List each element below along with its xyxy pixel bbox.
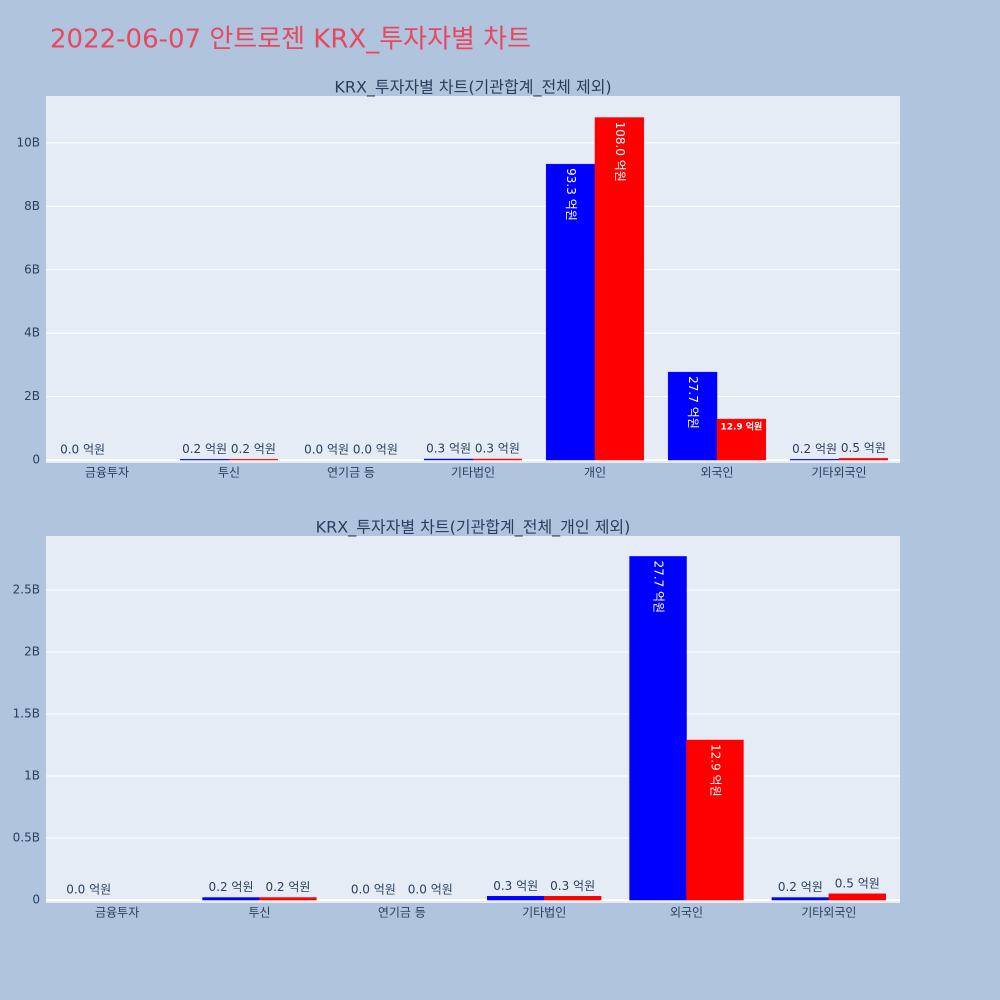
- bar: [543, 896, 602, 901]
- x-tick-label: 투신: [248, 906, 270, 920]
- value-label: 0.3 억원: [493, 879, 538, 893]
- y-tick-label: 2B: [24, 644, 40, 658]
- value-label: 12.9 억원: [708, 744, 722, 797]
- bar: [202, 897, 260, 901]
- value-label: 108.0 억원: [613, 122, 627, 182]
- y-tick-label: 2B: [24, 389, 40, 403]
- value-label: 0.2 억원: [231, 442, 276, 456]
- bar: [838, 458, 889, 461]
- y-tick-label: 1.5B: [13, 706, 40, 720]
- bar: [486, 896, 545, 901]
- bar: [594, 117, 645, 461]
- x-tick-label: 개인: [584, 466, 606, 480]
- x-tick-label: 기타법인: [451, 466, 495, 480]
- value-label: 27.7 억원: [652, 560, 666, 613]
- value-label: 0.2 억원: [265, 880, 310, 894]
- value-label: 0.3 억원: [550, 879, 595, 893]
- value-label: 0.5 억원: [841, 441, 886, 455]
- x-tick-label: 기타외국인: [801, 906, 856, 920]
- page-title: 2022-06-07 안트로젠 KRX_투자자별 차트: [50, 25, 531, 55]
- y-tick-label: 0: [32, 452, 40, 466]
- value-label: 0.2 억원: [182, 442, 227, 456]
- bar: [629, 556, 687, 901]
- value-label: 93.3 억원: [564, 168, 578, 221]
- y-tick-label: 2.5B: [13, 582, 40, 596]
- value-label: 0.0 억원: [304, 442, 349, 456]
- x-tick-label: 금융투자: [95, 906, 139, 920]
- y-tick-label: 6B: [24, 262, 40, 276]
- bar: [667, 371, 718, 461]
- bar: [716, 418, 767, 461]
- value-label: 27.7 억원: [686, 376, 700, 429]
- x-tick-label: 기타외국인: [811, 466, 866, 480]
- bar: [228, 459, 279, 461]
- chart-title: KRX_투자자별 차트(기관합계_전체 제외): [334, 78, 611, 98]
- y-tick-label: 0.5B: [13, 831, 40, 845]
- x-tick-label: 기타법인: [522, 906, 566, 920]
- chart-title: KRX_투자자별 차트(기관합계_전체_개인 제외): [316, 518, 631, 538]
- value-label: 0.5 억원: [835, 876, 880, 890]
- x-tick-label: 투신: [218, 466, 240, 480]
- value-label: 0.0 억원: [66, 883, 111, 897]
- y-tick-label: 0: [32, 893, 40, 907]
- x-tick-label: 외국인: [700, 466, 733, 480]
- value-label: 0.2 억원: [792, 442, 837, 456]
- x-tick-label: 연기금 등: [378, 906, 426, 920]
- bar: [771, 897, 830, 901]
- bar: [686, 739, 744, 901]
- value-label: 0.0 억원: [353, 442, 398, 456]
- value-label: 0.3 억원: [475, 442, 520, 456]
- bar: [423, 458, 474, 461]
- bar: [179, 459, 230, 461]
- y-tick-label: 4B: [24, 326, 40, 340]
- y-tick-label: 1B: [24, 768, 40, 782]
- bar: [789, 459, 840, 461]
- plot-area: [46, 536, 900, 903]
- x-tick-label: 금융투자: [85, 466, 129, 480]
- value-label: 0.2 억원: [209, 880, 254, 894]
- y-tick-label: 10B: [16, 135, 40, 149]
- bar: [259, 897, 317, 901]
- x-tick-label: 연기금 등: [327, 466, 375, 480]
- bar: [828, 893, 887, 901]
- value-label: 0.2 억원: [778, 880, 823, 894]
- plot-area: [46, 96, 900, 463]
- value-label: 0.0 억원: [408, 883, 453, 897]
- bar: [472, 458, 523, 461]
- value-label: 0.0 억원: [60, 442, 105, 456]
- value-label: 0.0 억원: [351, 883, 396, 897]
- value-label: 0.3 억원: [426, 442, 471, 456]
- value-label: 12.9 억원: [720, 421, 762, 433]
- y-tick-label: 8B: [24, 199, 40, 213]
- x-tick-label: 외국인: [670, 906, 703, 920]
